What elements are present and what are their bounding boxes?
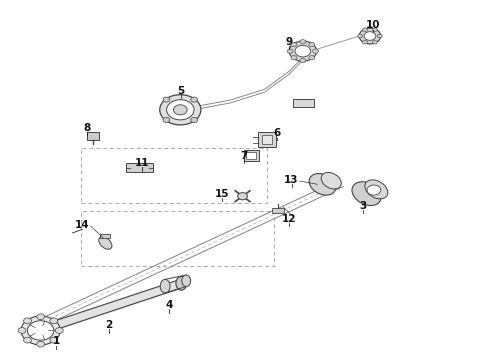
Circle shape xyxy=(367,185,381,195)
Circle shape xyxy=(191,117,197,122)
Circle shape xyxy=(313,49,318,53)
Text: 10: 10 xyxy=(366,20,381,30)
Ellipse shape xyxy=(321,172,342,189)
Circle shape xyxy=(309,55,315,60)
Circle shape xyxy=(24,318,31,324)
Bar xyxy=(81,148,267,203)
Circle shape xyxy=(160,95,201,125)
Ellipse shape xyxy=(176,276,187,290)
Circle shape xyxy=(27,321,54,340)
Circle shape xyxy=(37,341,45,347)
Circle shape xyxy=(359,28,381,44)
Circle shape xyxy=(50,318,58,324)
Bar xyxy=(81,211,274,266)
Text: 11: 11 xyxy=(135,158,149,168)
Bar xyxy=(258,132,276,147)
Circle shape xyxy=(24,337,31,343)
Ellipse shape xyxy=(182,275,191,287)
Bar xyxy=(262,135,272,144)
Circle shape xyxy=(372,28,377,32)
Circle shape xyxy=(18,328,26,333)
Ellipse shape xyxy=(365,180,388,199)
Text: 7: 7 xyxy=(240,151,248,161)
Bar xyxy=(293,99,314,107)
Circle shape xyxy=(372,40,377,44)
Text: 15: 15 xyxy=(215,189,229,199)
Circle shape xyxy=(191,97,197,102)
Circle shape xyxy=(364,32,376,40)
Bar xyxy=(87,132,99,140)
Ellipse shape xyxy=(309,174,336,195)
Text: 4: 4 xyxy=(165,300,173,310)
Bar xyxy=(126,163,153,172)
Text: 2: 2 xyxy=(105,320,112,330)
Circle shape xyxy=(173,105,187,115)
Bar xyxy=(244,150,259,161)
Text: 5: 5 xyxy=(178,86,185,96)
Bar xyxy=(246,152,256,159)
Circle shape xyxy=(238,193,247,200)
Text: 14: 14 xyxy=(75,220,90,230)
Circle shape xyxy=(300,58,306,63)
Circle shape xyxy=(291,55,297,60)
Circle shape xyxy=(163,117,170,122)
Circle shape xyxy=(21,316,60,345)
Ellipse shape xyxy=(160,279,170,293)
Circle shape xyxy=(309,42,315,47)
Circle shape xyxy=(50,337,58,343)
Text: 1: 1 xyxy=(53,336,60,346)
Circle shape xyxy=(377,34,382,38)
Text: 13: 13 xyxy=(284,175,299,185)
Circle shape xyxy=(363,28,368,32)
Text: 9: 9 xyxy=(286,37,293,47)
Circle shape xyxy=(167,100,194,120)
Circle shape xyxy=(291,42,297,47)
Text: 3: 3 xyxy=(359,201,366,211)
Circle shape xyxy=(37,314,45,320)
Text: 8: 8 xyxy=(84,123,91,133)
Circle shape xyxy=(287,49,293,53)
Circle shape xyxy=(363,40,368,44)
Circle shape xyxy=(295,45,311,57)
Ellipse shape xyxy=(99,237,112,249)
Bar xyxy=(272,208,284,213)
Text: 12: 12 xyxy=(282,213,296,224)
Bar xyxy=(100,234,110,238)
Ellipse shape xyxy=(352,182,381,206)
Circle shape xyxy=(163,97,170,102)
Text: 6: 6 xyxy=(273,128,280,138)
Circle shape xyxy=(289,41,317,61)
Circle shape xyxy=(358,34,363,38)
Circle shape xyxy=(55,328,63,333)
Circle shape xyxy=(300,40,306,44)
